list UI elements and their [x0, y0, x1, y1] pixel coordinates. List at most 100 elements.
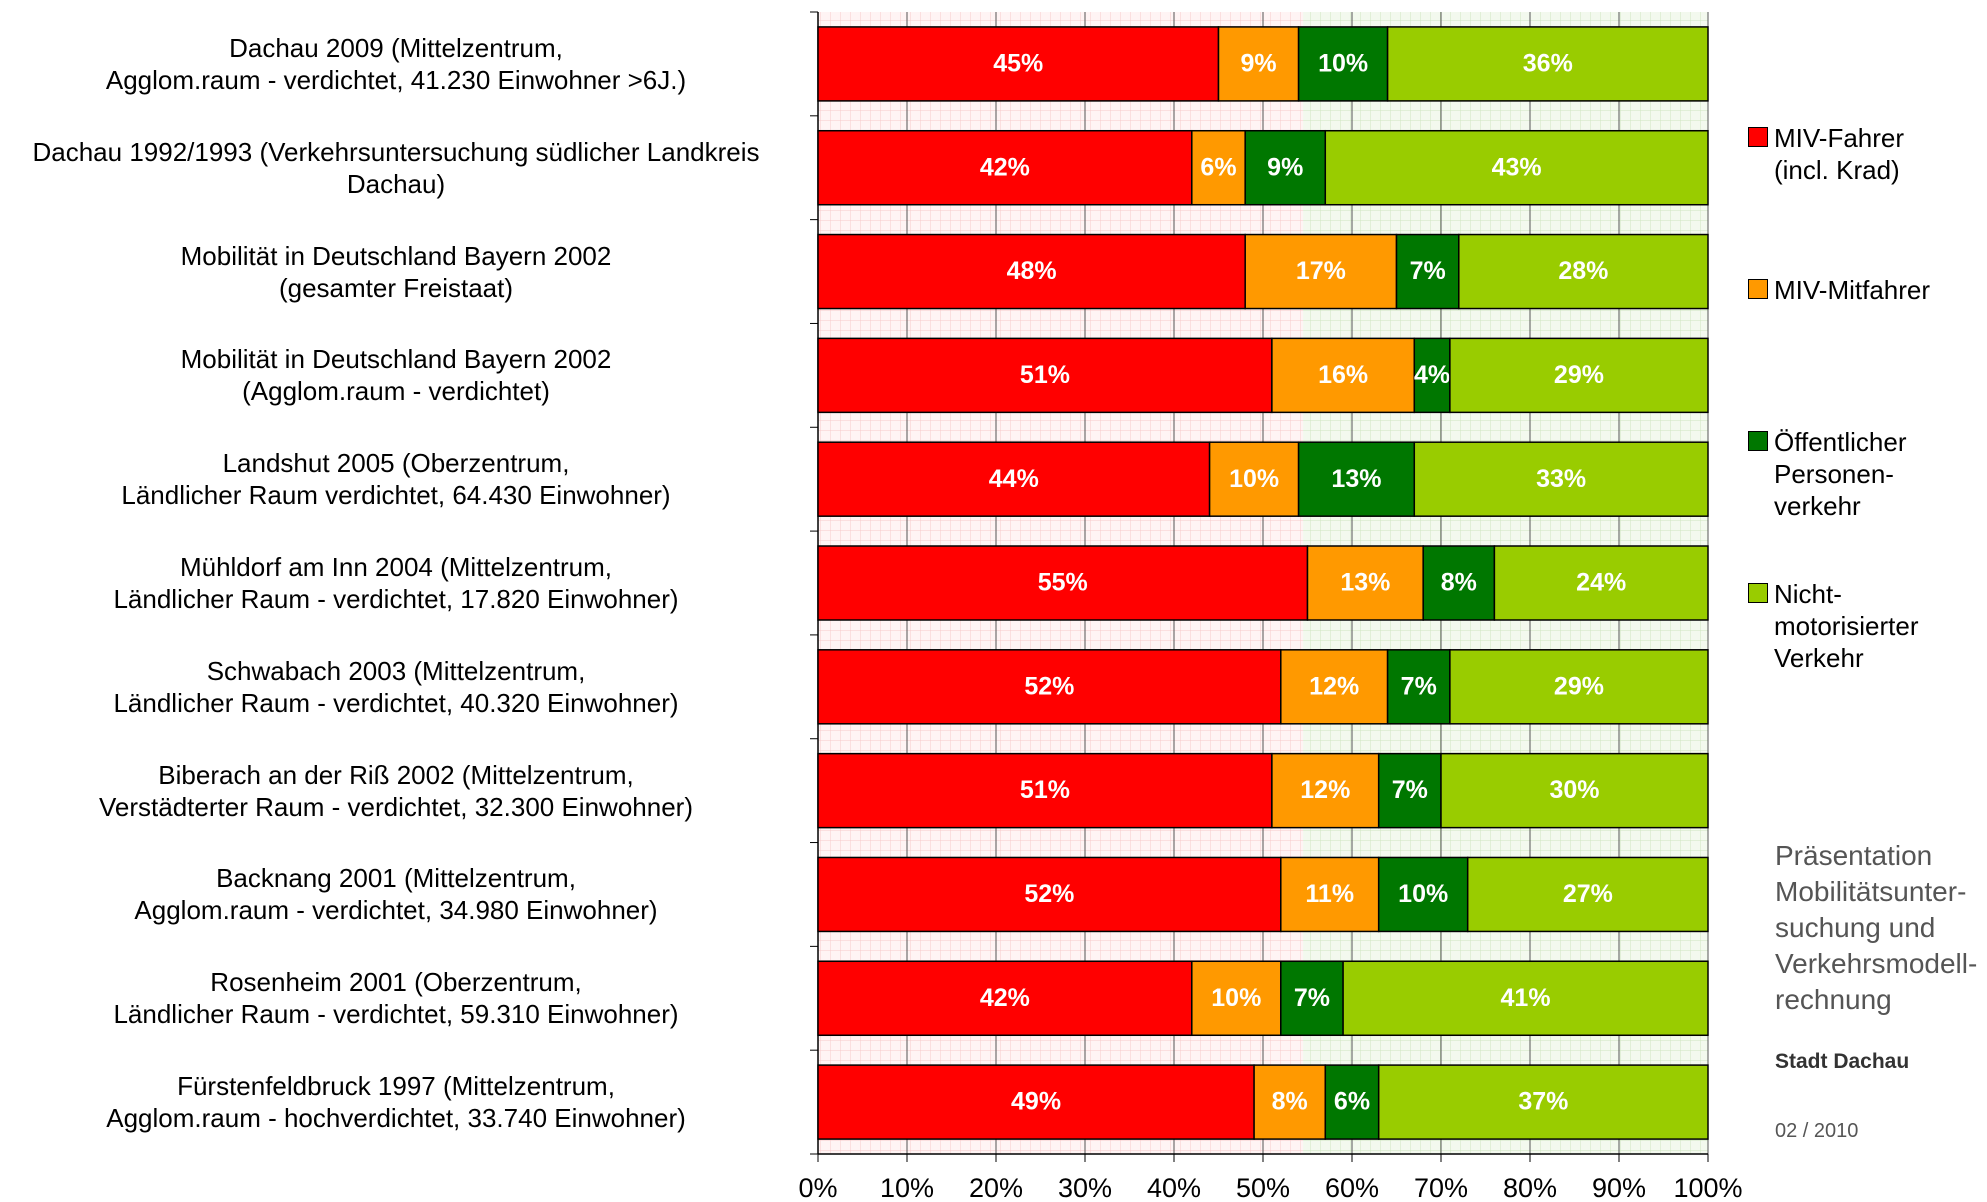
data-label: 10%	[1318, 50, 1368, 78]
y-tick-label: Rosenheim 2001 (Oberzentrum, Ländlicher …	[113, 967, 679, 1030]
y-tick-label: Dachau 1992/1993 (Verkehrsuntersuchung s…	[32, 136, 760, 199]
data-label: 10%	[1229, 465, 1279, 493]
bar	[1244, 233, 1398, 310]
data-label: 12%	[1300, 776, 1350, 804]
data-label: 49%	[1011, 1088, 1061, 1116]
bar	[1297, 26, 1389, 102]
data-label: 7%	[1392, 776, 1428, 804]
y-tick-label: Mobilität in Deutschland Bayern 2002 (ge…	[180, 240, 612, 303]
data-label: 42%	[980, 153, 1030, 181]
x-tick-label: 40%	[1147, 1173, 1201, 1202]
bar	[1422, 545, 1496, 621]
legend-swatch	[1748, 127, 1768, 147]
y-tick-label: Mühldorf am Inn 2004 (Mittelzentrum, Län…	[113, 552, 679, 614]
bar	[817, 960, 1193, 1037]
x-tick-label: 0%	[798, 1173, 837, 1202]
data-label: 51%	[1020, 776, 1070, 804]
bar	[1449, 337, 1709, 414]
data-label: 52%	[1024, 672, 1074, 700]
bar	[1395, 233, 1460, 310]
bar	[1377, 856, 1469, 933]
data-label: 8%	[1272, 1088, 1308, 1116]
data-label: 6%	[1200, 153, 1236, 181]
bar	[1191, 129, 1246, 206]
data-label: 42%	[980, 984, 1030, 1012]
bar	[817, 129, 1193, 206]
bar	[1271, 752, 1380, 829]
data-label: 55%	[1038, 569, 1088, 597]
x-tick-label: 100%	[1673, 1173, 1742, 1202]
bar	[1271, 337, 1416, 414]
data-label: 9%	[1267, 153, 1303, 181]
x-tick-label: 60%	[1325, 1173, 1379, 1202]
data-label: 37%	[1518, 1088, 1568, 1116]
data-label: 51%	[1020, 361, 1070, 389]
bar	[1324, 129, 1709, 206]
bar	[817, 649, 1282, 725]
data-label: 10%	[1398, 880, 1448, 908]
y-tick-label: Fürstenfeldbruck 1997 (Mittelzentrum, Ag…	[106, 1071, 686, 1134]
bar	[817, 752, 1273, 829]
bar	[1493, 545, 1709, 621]
bar	[1386, 26, 1709, 102]
data-label: 33%	[1536, 465, 1586, 493]
data-label: 43%	[1492, 153, 1542, 181]
bar	[1208, 441, 1300, 517]
bar	[1280, 856, 1380, 933]
x-tick-label: 30%	[1058, 1173, 1112, 1202]
bar	[1440, 752, 1709, 829]
data-label: 30%	[1549, 776, 1599, 804]
annotation: Stadt Dachau	[1775, 1050, 1910, 1073]
data-label: 29%	[1554, 361, 1604, 389]
data-label: 44%	[989, 465, 1039, 493]
x-tick-label: 10%	[880, 1173, 934, 1202]
legend-label: MIV-Mitfahrer	[1774, 275, 1931, 305]
data-label: 45%	[993, 50, 1043, 78]
data-label: 13%	[1340, 569, 1390, 597]
data-label: 6%	[1334, 1088, 1370, 1116]
bar	[817, 545, 1309, 621]
bar	[1413, 441, 1709, 517]
y-tick-label: Landshut 2005 (Oberzentrum, Ländlicher R…	[121, 448, 671, 511]
bar	[1342, 960, 1709, 1037]
bar	[1297, 441, 1416, 517]
data-label: 12%	[1309, 672, 1359, 700]
data-label: 48%	[1007, 257, 1057, 285]
bar	[1413, 337, 1451, 414]
legend-swatch	[1748, 431, 1768, 451]
data-label: 17%	[1296, 257, 1346, 285]
legend-swatch	[1748, 279, 1768, 299]
data-label: 7%	[1410, 257, 1446, 285]
bar	[817, 26, 1220, 102]
bar	[1386, 649, 1451, 725]
annotation: Präsentation Mobilitätsunter- suchung un…	[1775, 840, 1978, 1015]
bar	[1458, 233, 1709, 310]
bar	[817, 233, 1246, 310]
bar	[1253, 1064, 1327, 1140]
bar	[1377, 752, 1442, 829]
x-tick-label: 70%	[1414, 1173, 1468, 1202]
data-label: 9%	[1240, 50, 1276, 78]
data-label: 28%	[1558, 257, 1608, 285]
data-label: 27%	[1563, 880, 1613, 908]
legend-swatch	[1748, 583, 1768, 603]
y-tick-label: Backnang 2001 (Mittelzentrum, Agglom.rau…	[134, 863, 658, 926]
data-label: 29%	[1554, 672, 1604, 700]
x-tick-label: 80%	[1503, 1173, 1557, 1202]
bar	[1449, 649, 1709, 725]
bar	[1377, 1064, 1709, 1140]
y-tick-label: Dachau 2009 (Mittelzentrum, Agglom.raum …	[105, 32, 687, 95]
legend-label: Nicht-motorisierter Verkehr	[1774, 579, 1919, 673]
x-tick-label: 50%	[1236, 1173, 1290, 1202]
data-label: 13%	[1331, 465, 1381, 493]
data-label: 24%	[1576, 569, 1626, 597]
data-label: 4%	[1414, 361, 1450, 389]
data-label: 41%	[1501, 984, 1551, 1012]
data-label: 10%	[1211, 984, 1261, 1012]
y-tick-label: Schwabach 2003 (Mittelzentrum, Ländliche…	[113, 655, 679, 718]
data-label: 7%	[1401, 672, 1437, 700]
legend-label: MIV-Fahrer (incl. Krad)	[1774, 123, 1905, 185]
bar	[1466, 856, 1709, 933]
